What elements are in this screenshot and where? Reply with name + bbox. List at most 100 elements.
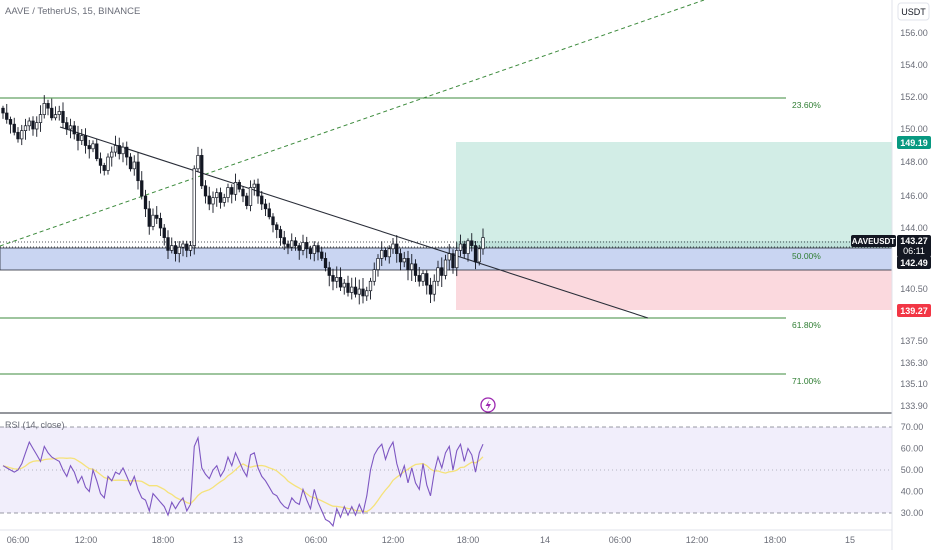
- entry-price-label[interactable]: 142.49: [897, 256, 931, 269]
- candle: [46, 99, 50, 116]
- price-tick-label: 146.00: [900, 191, 928, 201]
- candle: [218, 187, 223, 209]
- rsi-tick-label: 30.00: [901, 508, 924, 518]
- candle: [342, 279, 346, 295]
- time-tick-label: 13: [233, 535, 243, 545]
- target-price-label[interactable]: 149.19: [897, 136, 931, 149]
- price-tick-label: 148.00: [900, 157, 928, 167]
- candle: [151, 208, 155, 231]
- candle: [432, 274, 436, 302]
- fib-label-61-8: 61.80%: [792, 320, 821, 330]
- candle: [80, 128, 84, 146]
- candle: [42, 95, 46, 119]
- candle: [383, 247, 388, 261]
- candle: [1, 105, 5, 119]
- candle: [87, 139, 91, 159]
- rsi-axis-ticks: 70.00 60.00 50.00 40.00 30.00: [901, 422, 924, 518]
- candle: [50, 98, 54, 121]
- price-tick-label: 135.10: [900, 379, 928, 389]
- candle: [428, 277, 433, 304]
- rsi-tick-label: 40.00: [901, 487, 924, 497]
- candle: [230, 184, 234, 204]
- candle: [222, 193, 226, 207]
- candle: [8, 116, 13, 134]
- candle: [331, 268, 335, 291]
- candle: [451, 249, 455, 274]
- svg-text:143.27: 143.27: [900, 236, 928, 246]
- price-axis-ticks: 156.00 154.00 152.00 150.00 148.00 146.00 144.…: [900, 28, 928, 411]
- candle: [372, 262, 376, 286]
- candle: [166, 230, 170, 260]
- candle: [155, 206, 159, 224]
- candle: [267, 202, 271, 220]
- price-tick-label: 136.30: [900, 358, 928, 368]
- candle: [346, 275, 350, 297]
- candle: [421, 270, 425, 287]
- candle: [185, 240, 189, 258]
- candle: [417, 266, 421, 287]
- price-tick-label: 156.00: [900, 28, 928, 38]
- rsi-legend[interactable]: RSI (14, close): [5, 420, 65, 430]
- candle: [290, 233, 294, 251]
- candle: [466, 238, 470, 262]
- candle: [196, 146, 200, 172]
- candle: [140, 171, 144, 200]
- candle: [117, 137, 121, 160]
- candle: [402, 251, 406, 268]
- candle: [308, 245, 313, 260]
- symbol-title[interactable]: AAVE / TetherUS, 15, BINANCE: [5, 6, 140, 17]
- candle: [301, 234, 305, 256]
- candle: [173, 241, 178, 262]
- candle: [305, 236, 309, 259]
- candle: [443, 254, 448, 280]
- candle: [376, 254, 380, 277]
- current-symbol-label[interactable]: AAVEUSDT: [851, 235, 896, 247]
- candle: [462, 240, 466, 259]
- descending-trend-line[interactable]: [59, 126, 649, 319]
- candle: [473, 240, 478, 270]
- time-tick-label: 18:00: [457, 535, 480, 545]
- candle: [278, 225, 283, 246]
- time-tick-label: 18:00: [764, 535, 787, 545]
- candle: [98, 152, 103, 174]
- dashed-trend-line[interactable]: [0, 0, 705, 247]
- candle: [335, 266, 339, 289]
- svg-text:149.19: 149.19: [900, 138, 928, 148]
- stop-price-label[interactable]: 139.27: [897, 304, 931, 317]
- candlestick-series[interactable]: [1, 95, 485, 305]
- candle: [357, 279, 361, 305]
- candle: [102, 162, 106, 176]
- candle: [181, 240, 185, 257]
- time-tick-label: 12:00: [382, 535, 405, 545]
- candle: [368, 277, 373, 300]
- current-price-label[interactable]: 143.27 06:11: [897, 235, 931, 257]
- candle: [323, 252, 328, 272]
- candle: [413, 259, 418, 283]
- fib-levels[interactable]: 23.60% 50.00% 61.80% 71.00%: [0, 97, 821, 386]
- price-axis-bg[interactable]: [892, 0, 932, 550]
- candle: [226, 183, 230, 203]
- candle: [136, 152, 140, 190]
- candle: [12, 117, 16, 136]
- time-tick-label: 06:00: [7, 535, 30, 545]
- candle: [395, 235, 399, 263]
- candle: [455, 242, 459, 277]
- currency-button[interactable]: USDT: [897, 2, 930, 21]
- rsi-line[interactable]: [2, 435, 484, 528]
- rsi-ma-line[interactable]: [2, 456, 484, 513]
- profit-zone[interactable]: [456, 142, 892, 244]
- lightning-icon[interactable]: [480, 397, 496, 413]
- candle: [263, 198, 268, 217]
- candle: [398, 248, 403, 271]
- time-tick-label: 06:00: [609, 535, 632, 545]
- candle: [27, 117, 31, 131]
- candle: [477, 244, 481, 266]
- candle: [31, 116, 35, 136]
- svg-text:USDT: USDT: [901, 7, 926, 17]
- time-axis[interactable]: 06:00 12:00 18:00 13 06:00 12:00 18:00 14 06:00 1…: [7, 535, 855, 545]
- candle: [271, 213, 275, 233]
- candle: [361, 278, 365, 304]
- candle: [162, 224, 166, 246]
- candle: [188, 241, 193, 257]
